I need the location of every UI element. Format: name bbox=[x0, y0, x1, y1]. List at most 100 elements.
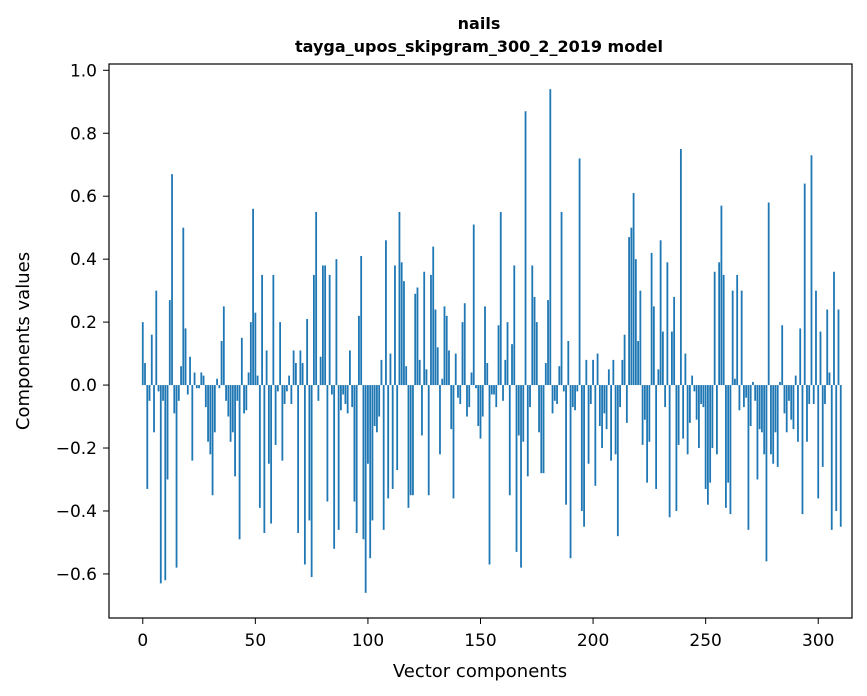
bar-121 bbox=[414, 293, 417, 386]
bar-162 bbox=[506, 322, 509, 386]
bar-31 bbox=[211, 385, 214, 496]
bar-149 bbox=[477, 385, 480, 426]
bar-297 bbox=[810, 155, 813, 386]
bar-58 bbox=[272, 274, 275, 386]
bar-119 bbox=[409, 385, 412, 496]
bar-287 bbox=[788, 385, 790, 401]
bar-220 bbox=[637, 341, 640, 386]
bar-73 bbox=[306, 318, 309, 386]
bar-159 bbox=[499, 211, 502, 386]
bar-232 bbox=[664, 385, 667, 408]
bar-171 bbox=[526, 385, 529, 477]
bar-49 bbox=[252, 208, 254, 386]
bar-3 bbox=[148, 385, 151, 401]
bar-236 bbox=[673, 296, 676, 386]
bar-141 bbox=[459, 385, 462, 404]
bar-130 bbox=[434, 309, 437, 386]
bar-290 bbox=[794, 375, 797, 386]
bar-305 bbox=[828, 372, 831, 386]
bar-2 bbox=[146, 385, 149, 489]
bar-39 bbox=[229, 385, 232, 442]
x-axis-ticks: 0 50 100 150 200 250 300 bbox=[137, 618, 834, 651]
bar-161 bbox=[504, 359, 507, 386]
bar-244 bbox=[691, 375, 694, 386]
bar-102 bbox=[371, 385, 374, 521]
bar-284 bbox=[781, 325, 784, 386]
bar-215 bbox=[625, 385, 628, 423]
bar-148 bbox=[475, 385, 477, 389]
bar-43 bbox=[238, 385, 241, 540]
bar-260 bbox=[727, 385, 730, 483]
bar-201 bbox=[594, 385, 597, 486]
bar-252 bbox=[709, 385, 712, 483]
bar-165 bbox=[513, 265, 516, 386]
bar-12 bbox=[168, 300, 171, 386]
bar-24 bbox=[195, 385, 198, 389]
bar-187 bbox=[562, 385, 565, 392]
bar-52 bbox=[258, 385, 261, 508]
bar-4 bbox=[150, 334, 153, 386]
bar-95 bbox=[355, 385, 358, 534]
bar-10 bbox=[164, 385, 167, 581]
bar-188 bbox=[565, 385, 567, 505]
bar-101 bbox=[369, 385, 372, 559]
bar-89 bbox=[342, 385, 345, 395]
bar-255 bbox=[716, 385, 718, 455]
x-tick-label: 0 bbox=[137, 631, 148, 651]
bar-131 bbox=[436, 347, 439, 386]
bar-138 bbox=[452, 385, 455, 499]
bar-57 bbox=[270, 385, 273, 524]
bar-140 bbox=[457, 385, 459, 398]
bar-71 bbox=[301, 363, 304, 386]
bar-78 bbox=[317, 385, 320, 401]
bar-211 bbox=[616, 385, 619, 537]
bar-40 bbox=[231, 385, 234, 433]
x-axis-label: Vector components bbox=[393, 661, 567, 682]
bar-246 bbox=[695, 385, 698, 420]
bar-117 bbox=[405, 366, 408, 386]
bar-9 bbox=[162, 385, 164, 401]
bar-281 bbox=[774, 385, 777, 433]
bar-217 bbox=[630, 227, 633, 386]
bar-48 bbox=[249, 322, 252, 386]
bar-257 bbox=[720, 205, 723, 386]
bar-269 bbox=[747, 385, 750, 530]
bar-69 bbox=[297, 385, 300, 534]
chart-subtitle: tayga_upos_skipgram_300_2_2019 model bbox=[295, 37, 663, 56]
bar-289 bbox=[792, 385, 795, 430]
bar-68 bbox=[294, 363, 297, 386]
bar-60 bbox=[276, 385, 279, 392]
bar-292 bbox=[799, 328, 802, 386]
bar-196 bbox=[583, 385, 585, 527]
bar-308 bbox=[835, 385, 838, 511]
bar-219 bbox=[634, 259, 637, 386]
bar-177 bbox=[540, 385, 543, 474]
x-tick-label: 50 bbox=[245, 631, 267, 651]
bar-75 bbox=[310, 385, 313, 578]
bar-238 bbox=[677, 385, 680, 445]
bar-240 bbox=[682, 385, 685, 439]
bar-228 bbox=[655, 385, 658, 489]
bar-111 bbox=[391, 385, 394, 489]
bar-82 bbox=[326, 385, 329, 502]
bar-98 bbox=[362, 385, 365, 540]
bar-26 bbox=[200, 372, 203, 386]
bar-271 bbox=[752, 381, 754, 386]
bar-142 bbox=[461, 322, 464, 386]
bar-300 bbox=[817, 385, 820, 499]
bar-65 bbox=[288, 375, 291, 386]
bar-0 bbox=[141, 322, 144, 386]
chart-title: nails bbox=[458, 14, 501, 33]
bar-277 bbox=[765, 385, 768, 562]
bar-263 bbox=[734, 378, 736, 386]
bar-205 bbox=[603, 385, 606, 414]
bar-136 bbox=[448, 350, 450, 386]
bar-249 bbox=[702, 385, 705, 408]
bar-85 bbox=[333, 385, 336, 549]
bar-301 bbox=[819, 331, 822, 386]
bar-29 bbox=[207, 385, 209, 442]
bar-288 bbox=[790, 385, 793, 420]
bar-144 bbox=[466, 385, 468, 417]
bar-174 bbox=[533, 296, 536, 386]
bar-124 bbox=[421, 385, 423, 436]
